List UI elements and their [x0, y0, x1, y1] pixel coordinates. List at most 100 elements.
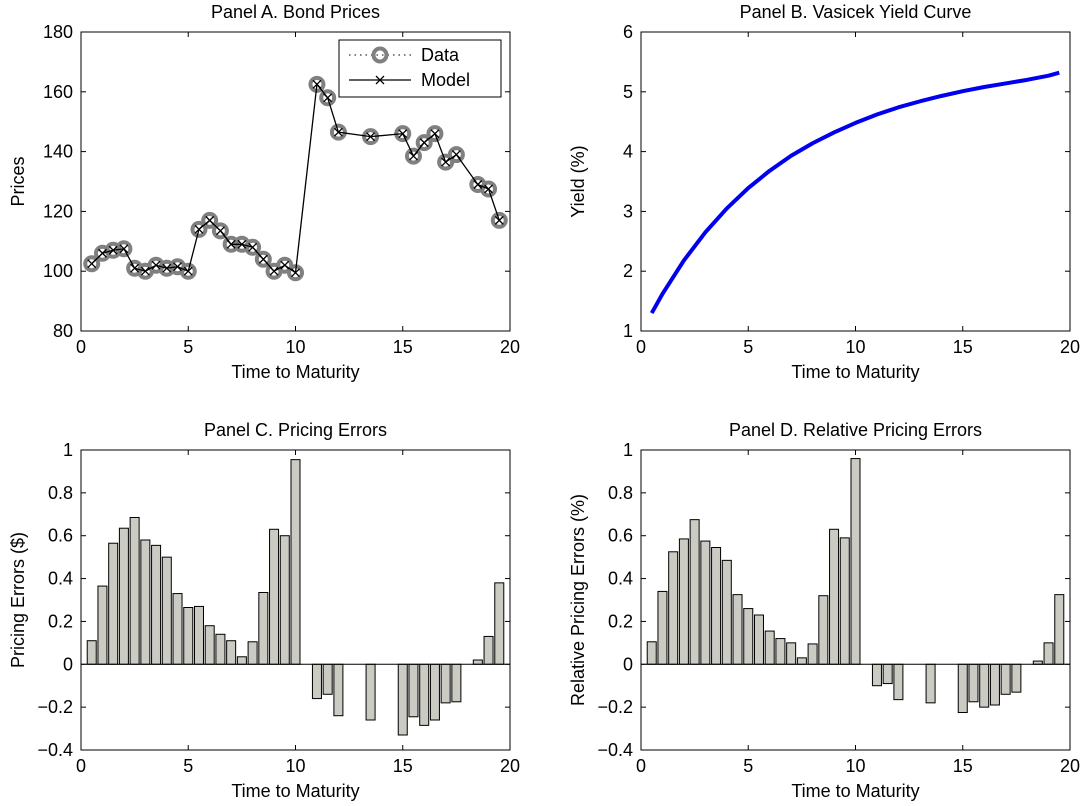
panel-c-bar: [86, 640, 97, 665]
panel-d-frame: [640, 449, 1071, 751]
panel-d-bar: [689, 519, 700, 665]
panel-d-bar: [711, 547, 722, 665]
panel-a-data-point: [104, 241, 122, 259]
panel-a-data-point: [244, 238, 262, 256]
panel-c-bar: [204, 625, 215, 665]
panel-d-bar: [678, 538, 689, 665]
panel-a-data-point: [329, 123, 347, 141]
panel-c-ytick-label: 0.4: [48, 569, 73, 589]
panel-d-bar: [829, 528, 840, 665]
panel-a-data-point: [201, 211, 219, 229]
panel-d-xtick-label: 10: [845, 756, 865, 776]
panel-d-ytick-label: −0.4: [597, 740, 633, 760]
panel-c-bar: [161, 556, 172, 665]
panel-a-ylabel: Prices: [8, 156, 28, 206]
panel-b-xtick-label: 20: [1060, 337, 1080, 357]
panel-a-ytick-label: 120: [43, 201, 73, 221]
panel-d-bar: [925, 663, 936, 704]
panel-d-bar: [957, 663, 968, 713]
panel-c-bar: [397, 663, 408, 736]
panel-a-model-point: [419, 138, 429, 148]
panel-a-data-point: [490, 211, 508, 229]
panel-a-model-point: [494, 215, 504, 225]
panel-c-bar: [483, 635, 494, 665]
panel-a: Panel A. Bond Prices 0 5 10 15 20 80 100 120 140 1…: [8, 2, 520, 382]
panel-a-data-point: [404, 147, 422, 165]
panel-a-data-point: [287, 264, 304, 282]
panel-a-model-point: [269, 266, 279, 276]
panel-d-bar: [721, 559, 732, 665]
panel-c-bar: [193, 605, 204, 665]
panel-c-ytick-label: −0.2: [37, 697, 73, 717]
panel-c-frame: [80, 449, 511, 751]
panel-a-frame: [80, 31, 511, 332]
panel-b-yield-curve: [649, 70, 1060, 315]
panel-a-model-point: [237, 239, 247, 249]
panel-a-model-point: [226, 239, 236, 249]
panel-d-bar: [646, 641, 657, 665]
panel-a-model-point: [183, 266, 193, 276]
panel-c-bar: [365, 663, 376, 721]
panel-c-bar: [419, 663, 430, 726]
panel-c-bar: [215, 633, 226, 665]
panel-d-ytick-label: 0.6: [608, 526, 633, 546]
panel-a-model-point: [87, 259, 97, 269]
panel-b-frame: [640, 31, 1071, 332]
panel-a-title: Panel A. Bond Prices: [211, 2, 380, 22]
panel-a-model-point: [205, 215, 215, 225]
panel-d-bar: [657, 590, 668, 665]
panel-a-model-point: [151, 260, 161, 270]
panel-a-data-point: [308, 75, 326, 93]
panel-a-xtick-label: 10: [285, 337, 305, 357]
panel-d-bar: [796, 657, 807, 665]
panel-b-ytick-label: 1: [623, 321, 633, 341]
panel-a-xtick-label: 5: [183, 337, 193, 357]
panel-c-bar: [429, 663, 440, 721]
panel-a-data-point: [437, 153, 455, 171]
panel-b-ytick-label: 3: [623, 201, 633, 221]
panel-b-ytick-label: 5: [623, 82, 633, 102]
panel-c-bar: [440, 663, 451, 704]
panel-b-xlabel: Time to Maturity: [791, 362, 919, 382]
panel-a-model-line: [91, 82, 500, 274]
panel-b-title: Panel B. Vasicek Yield Curve: [740, 2, 972, 22]
panel-a-model-point: [441, 157, 451, 167]
panel-d-xtick-label: 0: [636, 756, 646, 776]
panel-a-data-point: [319, 89, 337, 107]
panel-c-ytick-label: 0.6: [48, 526, 73, 546]
panel-a-ytick-label: 100: [43, 261, 73, 281]
panel-d-ytick-label: 1: [623, 440, 633, 460]
panel-d-bar: [775, 638, 786, 665]
panel-c-bar: [140, 539, 151, 665]
panel-a-model-point: [398, 129, 408, 139]
panel-d-bar: [839, 537, 850, 665]
panel-a-model-point: [108, 245, 118, 255]
panel-a-xtick-label: 15: [393, 337, 413, 357]
panel-c-bar: [129, 517, 140, 665]
panel-c-ylabel: Pricing Errors ($): [8, 532, 28, 668]
panel-d-xlabel: Time to Maturity: [791, 781, 919, 801]
panel-c-bar: [151, 544, 162, 665]
panel-a-data-point: [276, 256, 294, 274]
panel-a-legend-model-marker: [375, 75, 385, 85]
panel-c-bar: [322, 663, 333, 695]
panel-d-bar: [871, 663, 882, 687]
panel-d-bar: [979, 663, 990, 708]
panel-a-model-point: [323, 93, 333, 103]
panel-a-xtick-label: 0: [76, 337, 86, 357]
panel-d-bar: [743, 608, 754, 665]
panel-b-ylabel: Yield (%): [568, 145, 588, 217]
panel-a-model-point: [280, 260, 290, 270]
panel-a-model-point: [430, 129, 440, 139]
panel-a-legend-data-marker: [371, 46, 389, 64]
panel-c-bar: [97, 585, 108, 665]
panel-a-ytick-label: 160: [43, 82, 73, 102]
panel-c-bar: [269, 528, 280, 665]
panel-c-bar: [451, 663, 462, 703]
panel-c-ytick-label: 0: [63, 654, 73, 674]
panel-c-bar: [183, 607, 194, 665]
panel-d-bar: [753, 614, 764, 665]
panel-a-model-point: [162, 263, 172, 273]
panel-a-data-point: [83, 255, 101, 273]
